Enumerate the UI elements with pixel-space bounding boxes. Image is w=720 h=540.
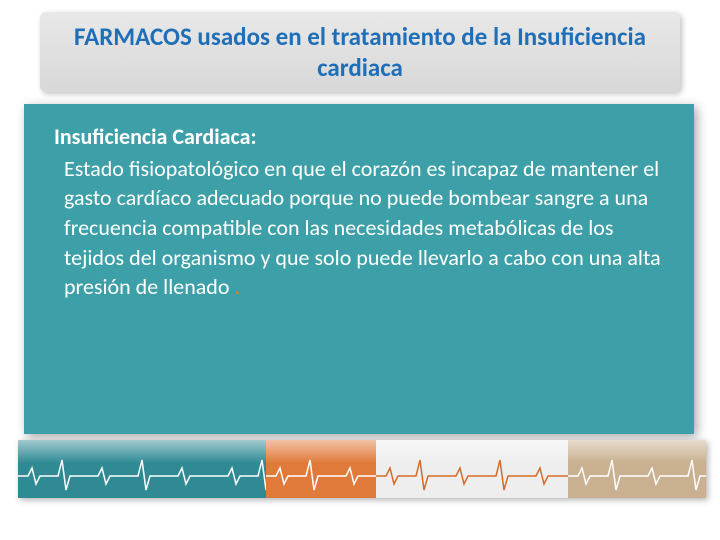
ecg-strip [18, 440, 706, 498]
ecg-segment [376, 440, 569, 498]
ecg-segment [568, 440, 706, 498]
title-box: FARMACOS usados en el tratamiento de la … [40, 12, 680, 92]
content-dot: . [234, 273, 240, 300]
title-text: FARMACOS usados en el tratamiento de la … [70, 21, 650, 84]
ecg-segment [18, 440, 266, 498]
content-subtitle: Insuficiencia Cardiaca: [54, 122, 670, 152]
ecg-segment [266, 440, 376, 498]
content-box: Insuficiencia Cardiaca: Estado fisiopato… [24, 104, 694, 434]
content-body: Estado fisiopatológico en que el corazón… [64, 155, 661, 301]
content-body-wrapper: Estado fisiopatológico en que el corazón… [54, 154, 670, 302]
